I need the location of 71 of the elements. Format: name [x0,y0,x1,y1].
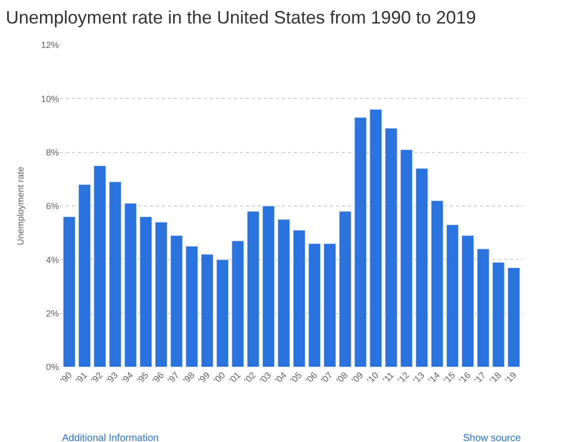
x-tick-label: '99 [196,370,212,386]
x-tick-label: '08 [334,370,350,386]
x-tick-label: '09 [350,370,366,386]
x-tick-label: '91 [74,370,90,386]
bar [186,246,198,367]
x-tick-label: '04 [273,370,288,386]
bar [384,128,398,367]
x-tick-label: '93 [104,370,120,386]
bar [308,243,321,367]
text: Additional Information [62,433,159,442]
bar [154,222,168,367]
bar [94,166,106,367]
x-tick-label: '00 [212,370,228,386]
bar [492,262,505,367]
x-tick-label: '94 [120,370,136,386]
bar [246,211,260,367]
chart-title: Unemployment rate in the United States from 1990 to 2019 [6,8,476,28]
y-tick-label: 10% [40,94,59,104]
y-tick-label: 4% [46,254,59,265]
x-tick-label: '06 [304,370,320,386]
x-tick-label: '95 [135,370,150,386]
bar [292,230,306,367]
y-axis-title: Unemployment rate [15,166,26,246]
bar [62,216,76,367]
x-tick-label: '12 [396,370,412,386]
x-tick-label: '90 [58,370,74,386]
bar [262,206,275,367]
bar [170,235,183,367]
x-tick-label: '02 [242,370,258,386]
bar [278,219,290,367]
x-tick-label: '11 [380,370,396,385]
bar [78,184,91,367]
bar [430,200,444,367]
x-tick-label: '19 [503,370,518,386]
x-tick-label: '16 [457,370,472,386]
x-tick-label: '18 [488,370,504,386]
bar [370,109,382,367]
y-tick-label: 6% [46,201,59,212]
x-tick-label: '15 [442,370,458,386]
bar [216,259,229,367]
x-tick-label: '07 [319,370,334,386]
bar [140,216,152,367]
bar [324,243,336,367]
x-tick-label: '01 [227,370,242,386]
x-tick-label: '03 [258,370,274,386]
bar [354,117,367,367]
x-tick-label: '92 [89,370,104,386]
x-tick-label: '14 [426,370,442,386]
bar [108,182,122,367]
bar [124,203,137,367]
y-tick-label: 2% [46,308,59,318]
x-tick-label: '97 [166,370,182,386]
y-tick-label: 8% [46,147,59,158]
x-tick-label: '10 [365,370,380,386]
bar [338,211,352,367]
x-tick-label: '96 [150,370,166,386]
bar [462,235,474,367]
text: Show source [463,433,522,442]
bar [416,168,428,367]
bar [476,248,490,367]
x-tick-label: '13 [411,370,426,386]
y-tick-label: 0% [46,362,59,372]
bar [508,267,520,367]
bar [446,224,459,367]
bar [200,254,214,367]
x-tick-label: '17 [472,370,488,386]
x-tick-label: '05 [288,370,304,386]
bar [400,149,413,367]
x-tick-label: '98 [181,370,196,386]
bar [232,240,244,367]
y-tick-label: 12% [40,40,59,50]
